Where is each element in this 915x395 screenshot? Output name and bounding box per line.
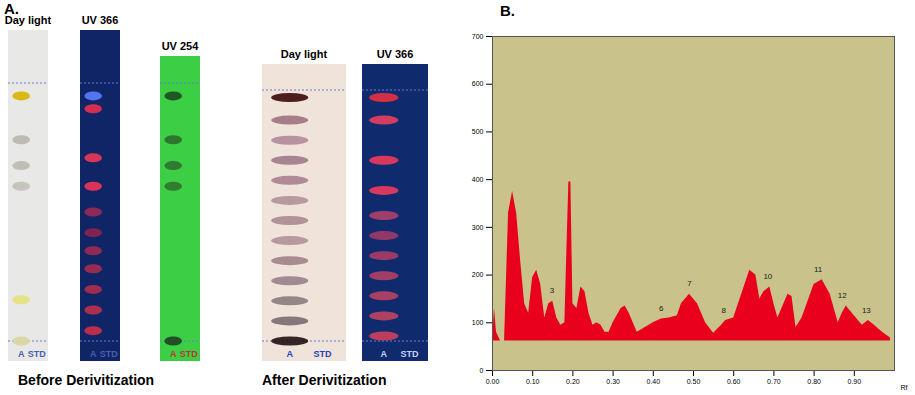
svg-text:0.70: 0.70 xyxy=(767,378,781,385)
svg-text:STD: STD xyxy=(100,349,119,359)
svg-text:Rf: Rf xyxy=(901,384,908,391)
svg-text:0.00: 0.00 xyxy=(486,378,500,385)
svg-text:0.90: 0.90 xyxy=(847,378,861,385)
svg-text:600: 600 xyxy=(472,80,484,87)
svg-text:700: 700 xyxy=(472,33,484,40)
svg-text:STD: STD xyxy=(401,349,420,359)
svg-text:0.10: 0.10 xyxy=(526,378,540,385)
svg-text:10: 10 xyxy=(763,272,772,281)
svg-text:STD: STD xyxy=(313,349,332,359)
svg-text:After Derivitization: After Derivitization xyxy=(262,372,386,388)
svg-text:0.80: 0.80 xyxy=(807,378,821,385)
svg-text:A: A xyxy=(90,349,97,359)
svg-text:UV 366: UV 366 xyxy=(377,48,414,60)
svg-text:8: 8 xyxy=(721,306,726,315)
svg-text:A: A xyxy=(170,349,177,359)
svg-text:0.30: 0.30 xyxy=(606,378,620,385)
svg-text:A: A xyxy=(381,349,388,359)
html-text:B.: B. xyxy=(500,2,515,19)
svg-text:0.40: 0.40 xyxy=(646,378,660,385)
svg-text:400: 400 xyxy=(472,176,484,183)
svg-text:0.20: 0.20 xyxy=(566,378,580,385)
svg-text:7: 7 xyxy=(687,279,692,288)
svg-text:Before Derivitization: Before Derivitization xyxy=(18,372,154,388)
svg-text:3: 3 xyxy=(550,286,555,295)
svg-text:300: 300 xyxy=(472,224,484,231)
svg-text:11: 11 xyxy=(814,265,823,274)
svg-text:STD: STD xyxy=(180,349,199,359)
svg-text:UV 366: UV 366 xyxy=(82,14,119,26)
svg-text:100: 100 xyxy=(472,319,484,326)
svg-text:Day light: Day light xyxy=(5,14,52,26)
svg-text:0.50: 0.50 xyxy=(687,378,701,385)
svg-text:12: 12 xyxy=(838,291,847,300)
svg-text:A: A xyxy=(18,349,25,359)
svg-text:A.: A. xyxy=(4,0,19,17)
svg-text:500: 500 xyxy=(472,128,484,135)
svg-text:200: 200 xyxy=(472,271,484,278)
svg-text:0.60: 0.60 xyxy=(727,378,741,385)
svg-text:6: 6 xyxy=(659,304,664,313)
svg-text:Day light: Day light xyxy=(281,48,328,60)
svg-text:0: 0 xyxy=(480,367,484,374)
svg-text:UV 254: UV 254 xyxy=(162,40,200,52)
svg-text:13: 13 xyxy=(862,306,871,315)
svg-text:A: A xyxy=(286,349,293,359)
svg-text:STD: STD xyxy=(28,349,47,359)
